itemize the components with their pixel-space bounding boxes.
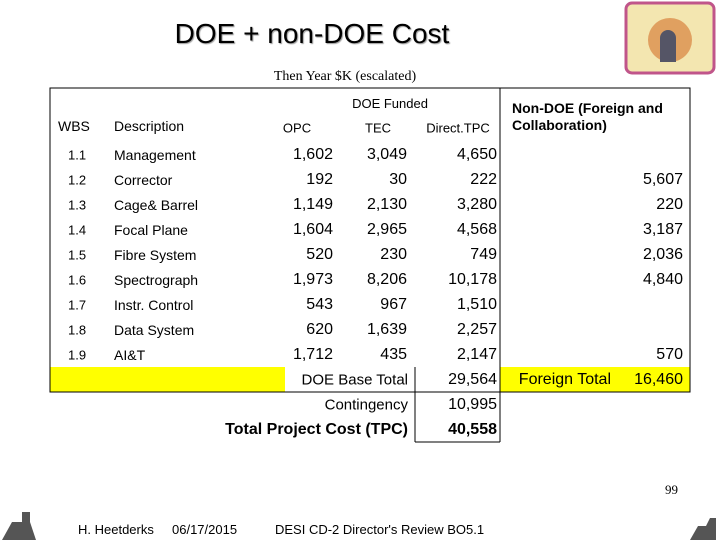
value-cell: 2,257 <box>456 321 497 338</box>
total-label: DOE Base Total <box>301 371 408 389</box>
highlight <box>50 367 285 392</box>
value-cell: 30 <box>389 171 407 188</box>
wbs-cell: 1.1 <box>68 147 87 163</box>
description-cell: Corrector <box>114 172 173 188</box>
wbs-cell: 1.9 <box>68 347 87 363</box>
table-border <box>49 87 691 393</box>
description-cell: AI&T <box>114 347 146 363</box>
title: DOE + non-DOE Cost <box>174 18 450 49</box>
footer-date: 06/17/2015 <box>172 522 238 537</box>
highlight <box>500 367 690 392</box>
wbs-cell: 1.3 <box>68 197 87 213</box>
footer-event: DESI CD-2 Director's Review BO5.1 <box>275 522 485 537</box>
wbs-cell: 1.6 <box>68 272 87 288</box>
value-cell: 1,973 <box>292 271 333 288</box>
description-cell: Data System <box>114 322 195 338</box>
total-label: Contingency <box>324 396 408 414</box>
value-cell: 1,604 <box>292 221 333 238</box>
description-cell: Focal Plane <box>114 222 188 238</box>
column-header: Description <box>114 118 185 134</box>
total-value: 10,995 <box>448 396 497 413</box>
foreign-total-value: 16,460 <box>634 371 683 388</box>
value-cell: 230 <box>380 246 407 263</box>
value-cell: 620 <box>306 321 333 338</box>
total-value: 40,558 <box>448 421 497 438</box>
value-cell: 222 <box>470 171 497 188</box>
column-header: TEC <box>365 120 391 136</box>
description-cell: Management <box>114 147 196 163</box>
wbs-cell: 1.5 <box>68 247 87 263</box>
value-cell: 435 <box>380 346 407 363</box>
value-cell: 3,280 <box>456 196 497 213</box>
value-cell: 3,049 <box>366 146 407 163</box>
value-cell: 570 <box>656 346 683 363</box>
value-cell: 1,149 <box>292 196 333 213</box>
value-cell: 4,650 <box>456 146 497 163</box>
value-cell: 2,130 <box>366 196 407 213</box>
foreign-total-label: Foreign Total <box>518 371 611 388</box>
value-cell: 5,607 <box>642 171 683 188</box>
value-cell: 749 <box>470 246 497 263</box>
footer-author: H. Heetderks <box>78 522 154 537</box>
value-cell: 2,965 <box>366 221 407 238</box>
description-cell: Spectrograph <box>114 272 199 288</box>
footer-figure <box>2 512 716 540</box>
total-value: 29,564 <box>448 371 497 388</box>
value-cell: 4,568 <box>456 221 497 238</box>
column-header: OPC <box>282 120 312 136</box>
value-cell: 8,206 <box>366 271 407 288</box>
value-cell: 520 <box>306 246 333 263</box>
wbs-cell: 1.8 <box>68 322 87 338</box>
page-number: 99 <box>665 482 678 497</box>
wbs-cell: 1.7 <box>68 297 87 313</box>
value-cell: 1,510 <box>456 296 497 313</box>
value-cell: 2,036 <box>642 246 683 263</box>
description-cell: Cage& Barrel <box>114 197 199 213</box>
value-cell: 220 <box>656 196 683 213</box>
column-header: WBS <box>58 118 90 134</box>
wbs-cell: 1.4 <box>68 222 87 238</box>
value-cell: 967 <box>380 296 407 313</box>
value-cell: 543 <box>306 296 333 313</box>
subtitle: Then Year $K (escalated) <box>273 69 417 84</box>
logo <box>624 1 716 75</box>
total-label: Total Project Cost (TPC) <box>225 421 408 438</box>
value-cell: 4,840 <box>642 271 683 288</box>
wbs-cell: 1.2 <box>68 172 87 188</box>
value-cell: 1,602 <box>292 146 333 163</box>
value-cell: 1,639 <box>366 321 407 338</box>
value-cell: 192 <box>306 171 333 188</box>
non-doe-header: Non-DOE (Foreign and Collaboration) <box>512 100 663 133</box>
description-cell: Fibre System <box>114 247 197 263</box>
value-cell: 3,187 <box>642 221 683 238</box>
value-cell: 10,178 <box>448 271 497 288</box>
column-header: Direct.TPC <box>426 120 490 136</box>
description-cell: Instr. Control <box>114 297 194 313</box>
group-header: DOE Funded <box>352 96 428 111</box>
value-cell: 2,147 <box>456 346 497 363</box>
value-cell: 1,712 <box>292 346 333 363</box>
